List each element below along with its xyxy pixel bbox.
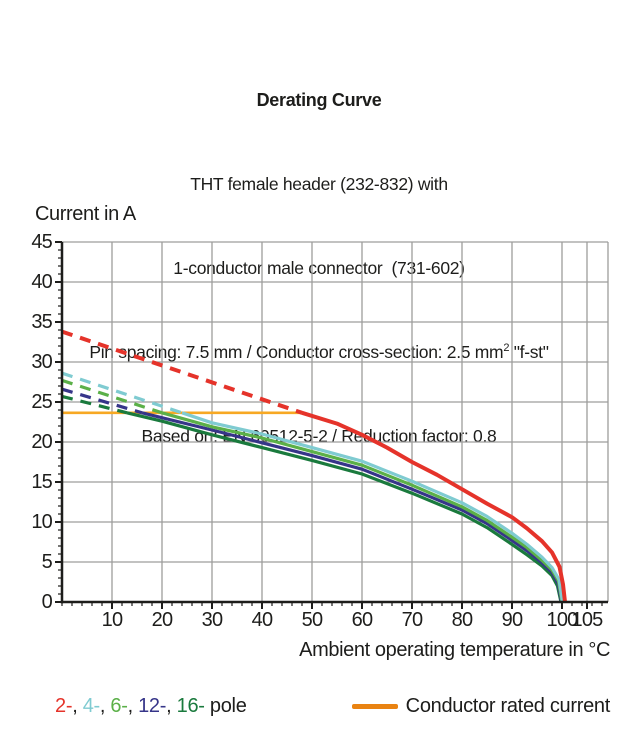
y-tick-label: 5 [42, 551, 53, 573]
legend-rated-current: Conductor rated current [351, 695, 611, 718]
x-tick-label: 20 [152, 609, 173, 631]
y-axis-title: Current in A [35, 203, 136, 225]
title-line-4: Pin spacing: 7.5 mm / Conductor cross-se… [0, 338, 638, 366]
x-axis-label: Ambient operating temperature in °C [299, 639, 610, 661]
y-tick-label: 10 [31, 511, 52, 533]
y-tick-label: 20 [31, 431, 52, 453]
legend-item-16-pole: 16- [176, 695, 205, 717]
legend-separator: , [127, 695, 139, 717]
page-title: Derating Curve [256, 90, 382, 110]
x-tick-label: 10 [102, 609, 123, 631]
y-tick-label: 25 [31, 391, 52, 413]
x-tick-label: 40 [252, 609, 273, 631]
title-line-4-post: "f-st" [509, 342, 549, 362]
title-line-4-pre: Pin spacing: 7.5 mm / Conductor cross-se… [89, 342, 504, 362]
legend-item-4-pole: 4- [82, 695, 100, 717]
legend: 2-, 4-, 6-, 12-, 16- pole Conductor rate… [0, 695, 638, 721]
superscript-2: 2 [503, 342, 510, 355]
rated-current-line-swatch [351, 704, 398, 709]
x-tick-label: 50 [302, 609, 323, 631]
curve-2-pole-dashed [61, 329, 303, 415]
y-tick-label: 30 [31, 351, 52, 373]
legend-separator: , [72, 695, 83, 717]
y-tick-label: 0 [42, 591, 53, 613]
curve-6-pole-solid [161, 411, 564, 603]
legend-pole-list: 2-, 4-, 6-, 12-, 16- pole [55, 695, 247, 718]
curve-4-pole-solid [181, 411, 565, 603]
x-tick-label: 80 [452, 609, 473, 631]
title-line-2: THT female header (232-832) with [190, 174, 448, 194]
x-tick-label: 70 [402, 609, 423, 631]
legend-item-12-pole: 12- [138, 695, 167, 717]
curve-16-pole-solid [126, 411, 563, 603]
legend-separator: , [166, 695, 177, 717]
rated-current-label: Conductor rated current [405, 695, 611, 717]
curve-2-pole-solid [301, 410, 567, 603]
x-tick-label: 90 [502, 609, 523, 631]
legend-item-2-pole: 2- [55, 695, 73, 717]
legend-separator: pole [204, 695, 247, 717]
x-tick-label: 105 [572, 609, 604, 631]
curve-4-pole-dashed [61, 371, 183, 415]
x-tick-label: 100 [547, 609, 579, 631]
legend-separator: , [99, 695, 111, 717]
curve-12-pole-dashed [61, 387, 143, 415]
title-line-3: 1-conductor male connector (731-602) [173, 258, 465, 278]
legend-item-6-pole: 6- [110, 695, 128, 717]
x-tick-label: 60 [352, 609, 373, 631]
curve-12-pole-solid [141, 411, 564, 603]
y-tick-label: 35 [31, 311, 52, 333]
y-tick-label: 40 [31, 271, 52, 293]
y-tick-label: 15 [31, 471, 52, 493]
y-tick-label: 45 [31, 231, 52, 253]
x-tick-label: 30 [202, 609, 223, 631]
